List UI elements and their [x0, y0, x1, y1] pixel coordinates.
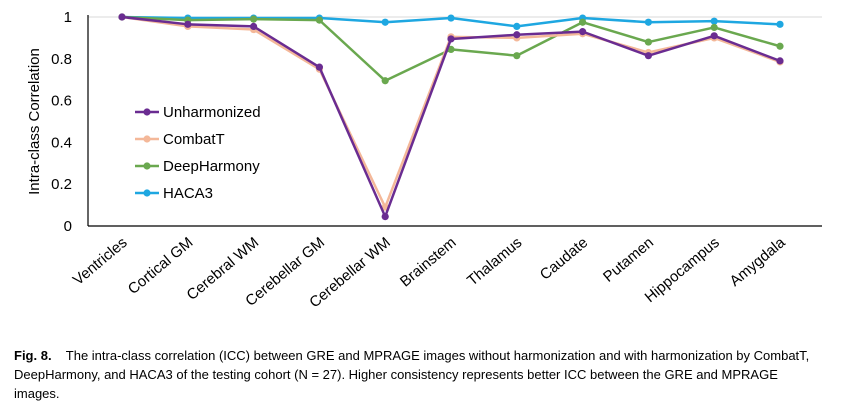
data-point-haca3: [381, 18, 389, 26]
icc-line-chart: 0 0.2 0.4 0.6 0.8 1 Intra-class Correlation Ven…: [26, 9, 822, 311]
y-tick-label: 0.6: [51, 93, 72, 110]
data-point-deepharmony: [776, 42, 784, 50]
y-tick-label: 1: [64, 9, 72, 26]
caption-label: Fig. 8.: [14, 348, 52, 363]
data-point-deepharmony: [644, 38, 653, 46]
data-point-haca3: [447, 14, 455, 22]
x-tick-label: Caudate: [537, 234, 591, 283]
data-point-unharmonized: [776, 57, 784, 65]
x-tick-label: Putamen: [600, 234, 657, 286]
y-tick-label: 0: [64, 218, 72, 235]
x-tick-label: Thalamus: [464, 234, 525, 289]
legend-label-haca3: HACA3: [163, 185, 213, 202]
data-point-unharmonized: [184, 20, 192, 28]
data-point-unharmonized: [315, 63, 323, 71]
legend-label-unharmonized: Unharmonized: [163, 104, 261, 121]
data-point-deepharmony: [250, 15, 258, 23]
data-point-unharmonized: [447, 35, 455, 43]
data-point-deepharmony: [710, 23, 718, 32]
data-point-haca3: [710, 17, 718, 25]
data-point-haca3: [644, 18, 653, 26]
figure-caption: Fig. 8. The intra-class correlation (ICC…: [14, 346, 826, 403]
y-tick-label: 0.2: [51, 176, 72, 193]
data-point-unharmonized: [710, 32, 718, 40]
x-tick-label: Amygdala: [727, 234, 790, 290]
legend-marker-deepharmony: [143, 162, 151, 170]
legend-marker-unharmonized: [143, 108, 151, 116]
data-point-deepharmony: [381, 77, 389, 85]
data-point-unharmonized: [644, 52, 653, 60]
legend-marker-combatt: [143, 135, 151, 143]
data-point-haca3: [513, 22, 521, 31]
data-point-unharmonized: [250, 22, 258, 31]
data-point-unharmonized: [381, 212, 389, 221]
data-point-unharmonized: [513, 31, 521, 39]
data-point-deepharmony: [579, 18, 587, 26]
data-point-unharmonized: [118, 13, 126, 21]
data-point-unharmonized: [579, 28, 587, 36]
y-tick-label: 0.4: [51, 134, 72, 151]
y-axis-label: Intra-class Correlation: [26, 48, 43, 195]
y-tick-label: 0.8: [51, 51, 72, 68]
legend-label-deepharmony: DeepHarmony: [163, 158, 260, 175]
caption-text: The intra-class correlation (ICC) betwee…: [14, 348, 810, 401]
data-point-deepharmony: [447, 45, 455, 53]
x-tick-label: Ventricles: [70, 234, 131, 289]
data-point-haca3: [776, 20, 784, 28]
data-point-deepharmony: [315, 16, 323, 24]
legend-label-combatt: CombatT: [163, 131, 225, 148]
data-point-deepharmony: [513, 52, 521, 60]
x-tick-label: Brainstem: [397, 234, 460, 290]
legend-marker-haca3: [143, 189, 151, 197]
